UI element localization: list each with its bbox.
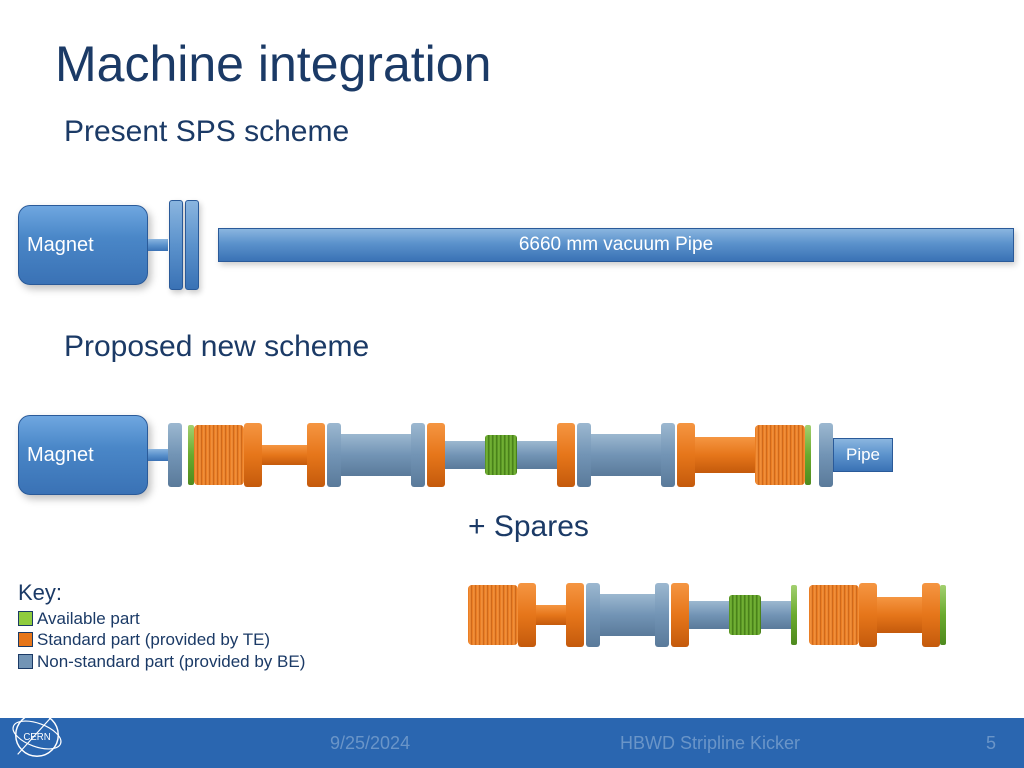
pipe-blue-icon: [445, 441, 485, 469]
present-heading: Present SPS scheme: [64, 115, 349, 149]
magnet-label: Magnet: [27, 234, 94, 257]
legend-swatch-icon: [18, 611, 33, 626]
pipe-orange-icon: [262, 445, 307, 465]
pipe-end: Pipe: [833, 438, 893, 472]
page-title: Machine integration: [55, 35, 491, 93]
ring-orange-icon: [859, 583, 877, 647]
magnet-label: Magnet: [27, 444, 94, 467]
bellows-orange-icon: [468, 585, 518, 645]
cern-logo-icon: CERN: [8, 706, 66, 764]
ring-green-icon: [940, 585, 946, 645]
legend-title: Key:: [18, 580, 305, 606]
pipe-label: 6660 mm vacuum Pipe: [519, 234, 713, 256]
flange-blue-icon: [327, 423, 341, 487]
bellows-orange-icon: [755, 425, 805, 485]
legend-item: Non-standard part (provided by BE): [18, 651, 305, 672]
body-blue-icon: [591, 434, 661, 476]
pipe-orange-icon: [536, 605, 566, 625]
ring-orange-icon: [244, 423, 262, 487]
legend-item: Standard part (provided by TE): [18, 629, 305, 650]
flange-blue-icon: [411, 423, 425, 487]
legend-swatch-icon: [18, 654, 33, 669]
pipe-orange-icon: [877, 597, 922, 633]
proposed-scheme-row: Magnet Pipe: [18, 410, 1014, 500]
flange-icon: [185, 200, 199, 290]
ring-orange-icon: [518, 583, 536, 647]
flange-blue-icon: [819, 423, 833, 487]
footer: 9/25/2024 HBWD Stripline Kicker 5: [0, 718, 1024, 768]
connector: [148, 449, 168, 461]
ring-orange-icon: [922, 583, 940, 647]
body-blue-icon: [341, 434, 411, 476]
pipe-blue-icon: [517, 441, 557, 469]
bellows-orange-icon: [194, 425, 244, 485]
flange-blue-icon: [586, 583, 600, 647]
spares-row: [468, 580, 1014, 650]
flange-icon: [169, 200, 183, 290]
footer-date: 9/25/2024: [330, 733, 410, 754]
ring-orange-icon: [677, 423, 695, 487]
footer-title: HBWD Stripline Kicker: [620, 733, 800, 754]
flange-icon: [168, 423, 182, 487]
ring-orange-icon: [671, 583, 689, 647]
bellows-orange-icon: [809, 585, 859, 645]
ring-orange-icon: [427, 423, 445, 487]
ring-green-icon: [805, 425, 811, 485]
ring-orange-icon: [557, 423, 575, 487]
legend-label: Standard part (provided by TE): [37, 629, 270, 650]
legend: Key: Available part Standard part (provi…: [18, 580, 305, 672]
proposed-heading: Proposed new scheme: [64, 330, 369, 364]
flange-blue-icon: [661, 423, 675, 487]
vacuum-pipe: 6660 mm vacuum Pipe: [218, 228, 1014, 262]
body-blue-icon: [600, 594, 655, 636]
ring-green-icon: [791, 585, 797, 645]
flange-blue-icon: [655, 583, 669, 647]
legend-swatch-icon: [18, 632, 33, 647]
bellows-green-icon: [485, 435, 517, 475]
pipe-end-label: Pipe: [846, 445, 880, 465]
legend-label: Non-standard part (provided by BE): [37, 651, 305, 672]
pipe-blue-icon: [761, 601, 791, 629]
connector: [148, 239, 168, 251]
flange-blue-icon: [577, 423, 591, 487]
magnet-box: Magnet: [18, 415, 148, 495]
pipe-blue-icon: [689, 601, 729, 629]
spares-heading: + Spares: [468, 510, 589, 544]
legend-item: Available part: [18, 608, 305, 629]
ring-orange-icon: [566, 583, 584, 647]
magnet-box: Magnet: [18, 205, 148, 285]
pipe-orange-icon: [695, 437, 755, 473]
footer-page: 5: [986, 733, 996, 754]
bellows-green-icon: [729, 595, 761, 635]
legend-label: Available part: [37, 608, 140, 629]
present-scheme-row: Magnet 6660 mm vacuum Pipe: [18, 200, 1014, 290]
svg-text:CERN: CERN: [23, 732, 50, 743]
ring-orange-icon: [307, 423, 325, 487]
